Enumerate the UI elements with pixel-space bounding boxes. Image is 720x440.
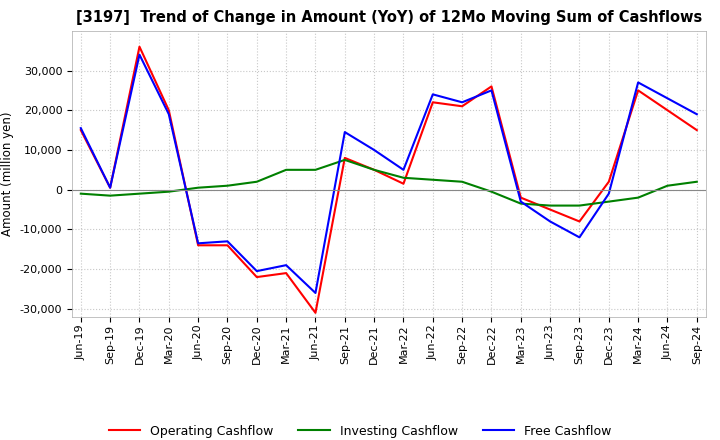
- Investing Cashflow: [693, 179, 701, 184]
- Title: [3197]  Trend of Change in Amount (YoY) of 12Mo Moving Sum of Cashflows: [3197] Trend of Change in Amount (YoY) o…: [76, 11, 702, 26]
- Investing Cashflow: [370, 167, 379, 172]
- Operating Cashflow: [253, 275, 261, 280]
- Operating Cashflow: [516, 195, 525, 200]
- Operating Cashflow: [341, 155, 349, 161]
- Operating Cashflow: [311, 310, 320, 315]
- Operating Cashflow: [634, 88, 642, 93]
- Operating Cashflow: [693, 128, 701, 133]
- Line: Investing Cashflow: Investing Cashflow: [81, 160, 697, 205]
- Investing Cashflow: [223, 183, 232, 188]
- Line: Operating Cashflow: Operating Cashflow: [81, 47, 697, 313]
- Operating Cashflow: [546, 207, 554, 212]
- Investing Cashflow: [399, 175, 408, 180]
- Investing Cashflow: [428, 177, 437, 183]
- Operating Cashflow: [605, 179, 613, 184]
- Free Cashflow: [341, 129, 349, 135]
- Operating Cashflow: [194, 242, 202, 248]
- Operating Cashflow: [399, 181, 408, 187]
- Operating Cashflow: [135, 44, 144, 49]
- Free Cashflow: [663, 95, 672, 101]
- Operating Cashflow: [106, 185, 114, 191]
- Investing Cashflow: [76, 191, 85, 196]
- Operating Cashflow: [223, 242, 232, 248]
- Operating Cashflow: [164, 108, 173, 113]
- Free Cashflow: [605, 191, 613, 196]
- Investing Cashflow: [341, 157, 349, 162]
- Investing Cashflow: [458, 179, 467, 184]
- Investing Cashflow: [282, 167, 290, 172]
- Free Cashflow: [194, 241, 202, 246]
- Free Cashflow: [76, 125, 85, 131]
- Free Cashflow: [223, 238, 232, 244]
- Investing Cashflow: [546, 203, 554, 208]
- Free Cashflow: [399, 167, 408, 172]
- Free Cashflow: [487, 88, 496, 93]
- Operating Cashflow: [428, 99, 437, 105]
- Operating Cashflow: [76, 128, 85, 133]
- Investing Cashflow: [516, 201, 525, 206]
- Free Cashflow: [253, 268, 261, 274]
- Investing Cashflow: [135, 191, 144, 196]
- Investing Cashflow: [575, 203, 584, 208]
- Investing Cashflow: [164, 189, 173, 194]
- Free Cashflow: [282, 263, 290, 268]
- Operating Cashflow: [458, 104, 467, 109]
- Free Cashflow: [693, 112, 701, 117]
- Free Cashflow: [575, 235, 584, 240]
- Investing Cashflow: [634, 195, 642, 200]
- Free Cashflow: [370, 147, 379, 153]
- Operating Cashflow: [663, 108, 672, 113]
- Investing Cashflow: [663, 183, 672, 188]
- Free Cashflow: [546, 219, 554, 224]
- Operating Cashflow: [575, 219, 584, 224]
- Investing Cashflow: [194, 185, 202, 191]
- Investing Cashflow: [106, 193, 114, 198]
- Investing Cashflow: [605, 199, 613, 204]
- Operating Cashflow: [370, 167, 379, 172]
- Free Cashflow: [458, 99, 467, 105]
- Investing Cashflow: [311, 167, 320, 172]
- Investing Cashflow: [253, 179, 261, 184]
- Free Cashflow: [164, 112, 173, 117]
- Operating Cashflow: [487, 84, 496, 89]
- Operating Cashflow: [282, 271, 290, 276]
- Investing Cashflow: [487, 189, 496, 194]
- Free Cashflow: [634, 80, 642, 85]
- Y-axis label: Amount (million yen): Amount (million yen): [1, 112, 14, 236]
- Line: Free Cashflow: Free Cashflow: [81, 55, 697, 293]
- Free Cashflow: [428, 92, 437, 97]
- Free Cashflow: [516, 199, 525, 204]
- Free Cashflow: [311, 290, 320, 296]
- Legend: Operating Cashflow, Investing Cashflow, Free Cashflow: Operating Cashflow, Investing Cashflow, …: [104, 420, 616, 440]
- Free Cashflow: [135, 52, 144, 57]
- Free Cashflow: [106, 185, 114, 191]
